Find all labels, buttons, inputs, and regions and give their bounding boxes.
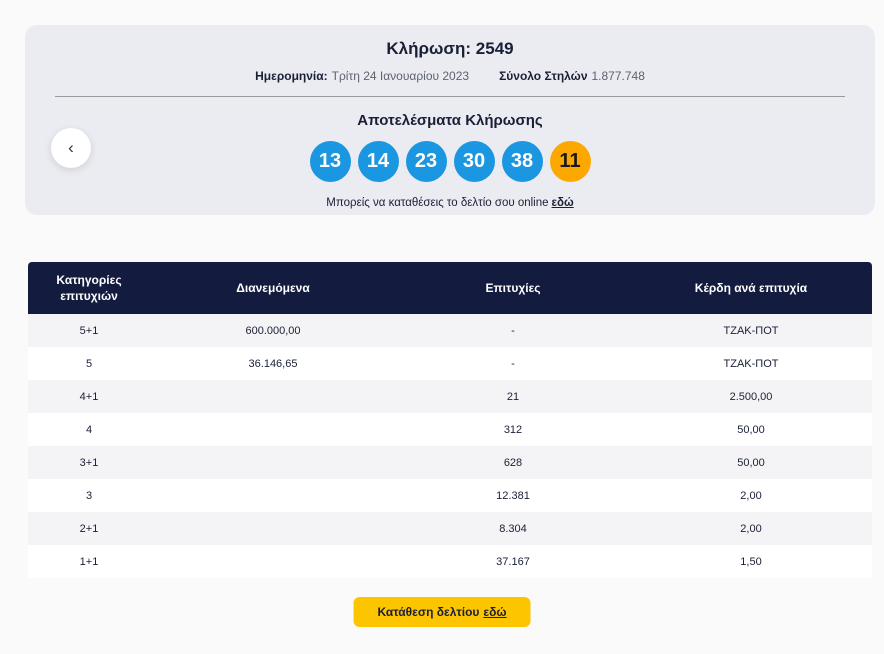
cell-winners: 21 — [506, 390, 520, 403]
cell-category: 3+1 — [79, 456, 99, 469]
table-row: 4+1 21 2.500,00 — [28, 380, 872, 413]
draw-number: 2549 — [475, 39, 514, 58]
table-header-row: Κατηγορίες επιτυχιών Διανεμόμενα Επιτυχί… — [28, 262, 872, 314]
cell-category: 1+1 — [79, 555, 99, 568]
winning-numbers: 13 14 23 30 38 11 — [25, 141, 875, 182]
online-deposit-link[interactable]: εδώ — [551, 197, 574, 209]
draw-date: Ημερομηνία: Τρίτη 24 Ιανουαρίου 2023 — [255, 69, 469, 83]
header-distributed: Διανεμόμενα — [236, 281, 310, 295]
bonus-number-ball: 11 — [549, 141, 591, 182]
cell-distributed: 36.146,65 — [248, 357, 298, 370]
cell-distributed: 600.000,00 — [245, 324, 301, 337]
chevron-left-icon: ‹ — [68, 138, 74, 157]
previous-draw-button[interactable]: ‹ — [51, 128, 91, 168]
cell-prize: 1,50 — [740, 555, 762, 568]
cell-winners: 8.304 — [499, 522, 527, 535]
cell-category: 4 — [85, 423, 93, 436]
table-row: 5 36.146,65 - ΤΖΑΚ-ΠΟΤ — [28, 347, 872, 380]
draw-title: Κλήρωση: 2549 — [25, 25, 875, 59]
cell-category: 3 — [85, 489, 93, 502]
cell-prize: 50,00 — [737, 456, 765, 469]
online-note-text: Μπορείς να καταθέσεις το δελτίο σου onli… — [326, 197, 549, 209]
cell-category: 4+1 — [79, 390, 99, 403]
cell-category: 5 — [85, 357, 93, 370]
deposit-button-link[interactable]: εδώ — [483, 605, 507, 619]
cell-category: 5+1 — [79, 324, 99, 337]
cell-prize: 2,00 — [740, 522, 762, 535]
table-row: 4 312 50,00 — [28, 413, 872, 446]
table-row: 1+1 37.167 1,50 — [28, 545, 872, 578]
draw-hero-panel: Κλήρωση: 2549 Ημερομηνία: Τρίτη 24 Ιανουα… — [25, 25, 875, 215]
number-ball: 23 — [405, 141, 447, 182]
number-ball: 38 — [501, 141, 543, 182]
columns-label: Σύνολο Στηλών — [499, 69, 588, 83]
draw-meta: Ημερομηνία: Τρίτη 24 Ιανουαρίου 2023 Σύνο… — [25, 69, 875, 83]
cell-winners: 37.167 — [496, 555, 530, 568]
number-ball: 14 — [357, 141, 399, 182]
table-row: 5+1 600.000,00 - ΤΖΑΚ-ΠΟΤ — [28, 314, 872, 347]
total-columns: Σύνολο Στηλών 1.877.748 — [499, 69, 645, 83]
table-row: 3+1 628 50,00 — [28, 446, 872, 479]
columns-value: 1.877.748 — [591, 69, 645, 83]
deposit-slip-button[interactable]: Κατάθεση δελτίου εδώ — [353, 597, 531, 627]
date-value: Τρίτη 24 Ιανουαρίου 2023 — [331, 69, 470, 83]
cell-prize: 50,00 — [737, 423, 765, 436]
hero-divider — [55, 96, 845, 97]
deposit-button-text: Κατάθεση δελτίου — [377, 605, 480, 619]
cell-winners: 12.381 — [496, 489, 530, 502]
header-categories: Κατηγορίες επιτυχιών — [56, 272, 122, 303]
cell-prize: 2.500,00 — [729, 390, 773, 403]
cell-winners: 312 — [503, 423, 523, 436]
cell-prize: ΤΖΑΚ-ΠΟΤ — [723, 324, 779, 337]
cell-winners: 628 — [503, 456, 523, 469]
draw-label: Κλήρωση: — [386, 39, 472, 58]
date-label: Ημερομηνία: — [255, 69, 328, 83]
cell-prize: 2,00 — [740, 489, 762, 502]
online-deposit-note: Μπορείς να καταθέσεις το δελτίο σου onli… — [25, 197, 875, 209]
table-row: 2+1 8.304 2,00 — [28, 512, 872, 545]
cell-winners: - — [511, 324, 515, 337]
header-prize: Κέρδη ανά επιτυχία — [694, 281, 808, 295]
table-row: 3 12.381 2,00 — [28, 479, 872, 512]
header-winners: Επιτυχίες — [485, 281, 541, 295]
winnings-table: Κατηγορίες επιτυχιών Διανεμόμενα Επιτυχί… — [28, 262, 872, 578]
number-ball: 30 — [453, 141, 495, 182]
cell-prize: ΤΖΑΚ-ΠΟΤ — [723, 357, 779, 370]
cell-category: 2+1 — [79, 522, 99, 535]
results-title: Αποτελέσματα Κλήρωσης — [357, 112, 543, 129]
cell-winners: - — [511, 357, 515, 370]
number-ball: 13 — [309, 141, 351, 182]
